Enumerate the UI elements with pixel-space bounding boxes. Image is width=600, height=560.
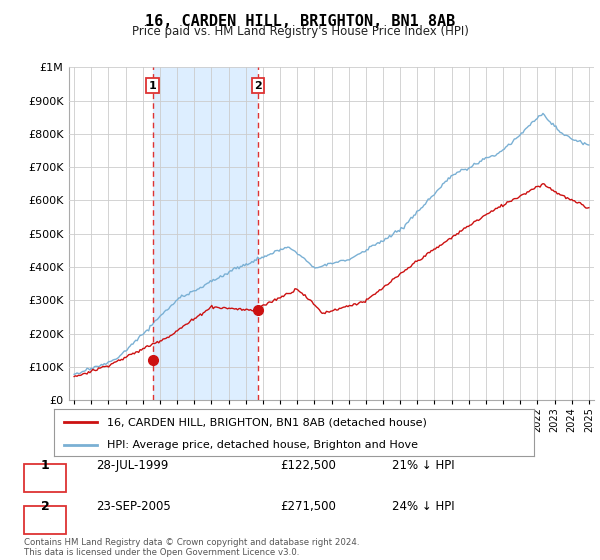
FancyBboxPatch shape <box>24 506 66 534</box>
Text: 16, CARDEN HILL, BRIGHTON, BN1 8AB (detached house): 16, CARDEN HILL, BRIGHTON, BN1 8AB (deta… <box>107 417 427 427</box>
Text: Price paid vs. HM Land Registry's House Price Index (HPI): Price paid vs. HM Land Registry's House … <box>131 25 469 38</box>
Text: Contains HM Land Registry data © Crown copyright and database right 2024.
This d: Contains HM Land Registry data © Crown c… <box>24 538 359 557</box>
Text: 2: 2 <box>41 501 50 514</box>
Bar <box>152 67 258 400</box>
Text: 28-JUL-1999: 28-JUL-1999 <box>97 459 169 472</box>
Text: HPI: Average price, detached house, Brighton and Hove: HPI: Average price, detached house, Brig… <box>107 440 418 450</box>
FancyBboxPatch shape <box>24 464 66 492</box>
Text: 1: 1 <box>149 81 157 91</box>
Text: 2: 2 <box>254 81 262 91</box>
Text: 16, CARDEN HILL, BRIGHTON, BN1 8AB: 16, CARDEN HILL, BRIGHTON, BN1 8AB <box>145 14 455 29</box>
Text: 21% ↓ HPI: 21% ↓ HPI <box>392 459 455 472</box>
Text: 23-SEP-2005: 23-SEP-2005 <box>97 501 171 514</box>
Text: £271,500: £271,500 <box>281 501 337 514</box>
Text: £122,500: £122,500 <box>281 459 337 472</box>
Text: 1: 1 <box>41 459 50 472</box>
Text: 24% ↓ HPI: 24% ↓ HPI <box>392 501 455 514</box>
